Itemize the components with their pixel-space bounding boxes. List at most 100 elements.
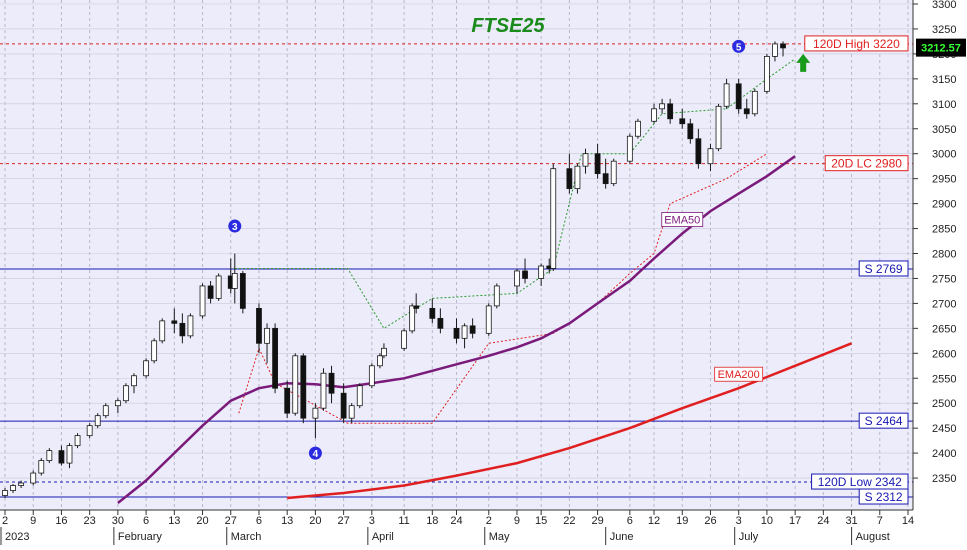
candle-body [18,482,25,486]
month-label: March [231,531,262,543]
candle-body [272,327,278,389]
wave-marker [228,219,242,233]
x-axis-background [0,510,913,545]
candle-body [626,135,633,162]
candle-body [602,173,609,185]
candle-body [764,55,770,92]
candle-body [610,160,617,185]
candle-body [485,305,492,334]
x-tick-label: 7 [877,515,883,527]
candle-body [368,365,375,387]
x-tick-label: 29 [591,515,603,527]
candle-body [131,375,137,387]
candle-body [187,315,194,337]
candle-body [284,387,291,414]
candle-body [594,153,601,175]
candle-body [231,273,238,289]
candle-body [46,450,53,461]
candle-body [469,325,476,334]
y-tick-label: 2700 [932,298,956,310]
x-tick-label: 3 [736,515,742,527]
candle-body [582,153,589,167]
up-arrow-icon [796,53,811,72]
candle-body [151,340,158,362]
candle-body [312,407,319,419]
x-tick-label: 27 [338,515,350,527]
candle-body [723,83,730,107]
series-lines: EMA50 EMA200 [117,155,853,504]
y-axis-background [913,0,967,545]
candle-body [86,425,93,437]
candle-body [679,118,686,125]
candle-body [58,450,65,464]
y-tick-label: 2800 [932,249,956,261]
candle-body [715,105,722,150]
x-tick-label: 13 [168,515,180,527]
y-tick-label: 3150 [932,74,956,86]
last-price-box [916,38,966,57]
candle-body [179,322,186,337]
annotations: 3 4 5 [228,39,811,460]
candle-body [2,490,8,496]
candle-body [667,103,674,120]
candle-body [695,138,702,165]
candle-body [651,108,657,122]
y-tick-label: 3300 [932,0,956,11]
candle-body [429,307,436,319]
x-tick-label: 11 [398,515,409,527]
candle-body [264,327,270,344]
candle-body [381,347,387,357]
series-label: EMA200 [718,369,760,381]
month-label: February [118,531,163,543]
x-tick-label: 30 [112,515,124,527]
candle-body [566,168,573,190]
x-tick-label: 2 [486,515,492,527]
month-label: 2023 [5,531,29,543]
candle-body [687,123,694,140]
level-label-box [858,488,909,505]
x-axis: 2 9 16 23 30 6 13 20 27 6 13 20 27 3 11 18 24 2 9 15 22 29 6 12… [0,509,914,545]
series-line-ema50 [117,155,796,504]
candle-body [143,360,149,377]
candle-body [292,355,299,414]
x-tick-label: 3 [369,515,375,527]
candle-body [377,355,383,367]
candle-body [538,265,545,279]
x-tick-label: 20 [309,515,321,527]
candle-body [453,327,460,339]
candle-body [461,325,468,339]
level-label-box [858,412,909,429]
candle-body [10,485,16,491]
x-tick-label: 9 [30,515,36,527]
x-tick-label: 31 [845,515,857,527]
candle-body [514,270,520,287]
y-tick-label: 2650 [932,323,956,335]
y-tick-label: 2350 [932,473,956,485]
wave-marker-label: 3 [232,222,238,233]
month-label: June [610,531,634,543]
candle-body [550,168,557,269]
candle-body [348,405,355,419]
x-tick-label: 20 [196,515,208,527]
level-label: 120D Low 2342 [818,475,902,489]
level-label-box [804,35,909,52]
candle-body [123,385,129,402]
candle-body [94,415,101,427]
y-tick-label: 2400 [932,448,956,460]
wave-marker [732,39,746,53]
y-tick-label: 3250 [932,24,956,36]
candle-body [437,317,444,329]
candle-body [300,355,307,419]
x-tick-label: 23 [84,515,96,527]
y-tick-label: 3050 [932,124,956,136]
candle-body [199,285,206,317]
level-label: S 2312 [865,490,903,504]
level-label-box [824,155,909,172]
candles [2,41,786,499]
y-tick-label: 2600 [932,348,956,360]
y-tick-label: 3000 [932,149,956,161]
y-tick-label: 2750 [932,273,956,285]
x-tick-label: 24 [450,515,462,527]
